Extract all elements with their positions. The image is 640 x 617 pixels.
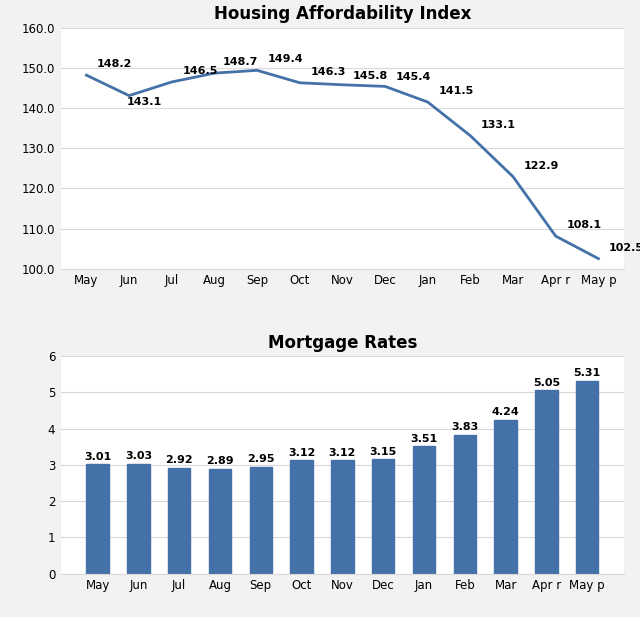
Bar (86, 465, 109, 574)
Bar (535, 391, 557, 574)
Text: 148.2: 148.2 (97, 59, 132, 69)
Text: 2.89: 2.89 (206, 457, 234, 466)
Text: 2.92: 2.92 (165, 455, 193, 465)
Text: 108.1: 108.1 (566, 220, 602, 230)
Text: 146.5: 146.5 (182, 66, 218, 76)
Bar (250, 466, 272, 574)
Text: 3.03: 3.03 (125, 451, 152, 461)
Text: 3.12: 3.12 (288, 448, 316, 458)
Text: 2.95: 2.95 (247, 454, 275, 464)
Text: 102.5: 102.5 (609, 242, 640, 252)
Text: 141.5: 141.5 (438, 86, 474, 96)
Title: Housing Affordability Index: Housing Affordability Index (214, 6, 471, 23)
Bar (454, 435, 476, 574)
Text: 145.8: 145.8 (353, 71, 388, 81)
Text: 4.24: 4.24 (492, 407, 520, 417)
Text: 5.31: 5.31 (573, 368, 601, 378)
Text: 3.01: 3.01 (84, 452, 111, 462)
Bar (331, 460, 354, 574)
Bar (291, 460, 313, 574)
Bar (168, 468, 191, 574)
Bar (209, 469, 231, 574)
Bar (127, 464, 150, 574)
Bar (413, 446, 435, 574)
Text: 143.1: 143.1 (127, 97, 162, 107)
Text: 145.4: 145.4 (396, 72, 431, 83)
Bar (494, 420, 517, 574)
Text: 3.83: 3.83 (451, 422, 479, 432)
Text: 3.51: 3.51 (410, 434, 438, 444)
Text: 149.4: 149.4 (268, 54, 303, 64)
Text: 3.15: 3.15 (369, 447, 397, 457)
Text: 146.3: 146.3 (310, 67, 346, 77)
Title: Mortgage Rates: Mortgage Rates (268, 334, 417, 352)
Text: 3.12: 3.12 (329, 448, 356, 458)
Text: 133.1: 133.1 (481, 120, 516, 130)
Text: 148.7: 148.7 (223, 57, 259, 67)
Bar (576, 381, 598, 574)
Text: 122.9: 122.9 (524, 160, 559, 171)
Text: 5.05: 5.05 (533, 378, 560, 388)
Bar (372, 460, 394, 574)
